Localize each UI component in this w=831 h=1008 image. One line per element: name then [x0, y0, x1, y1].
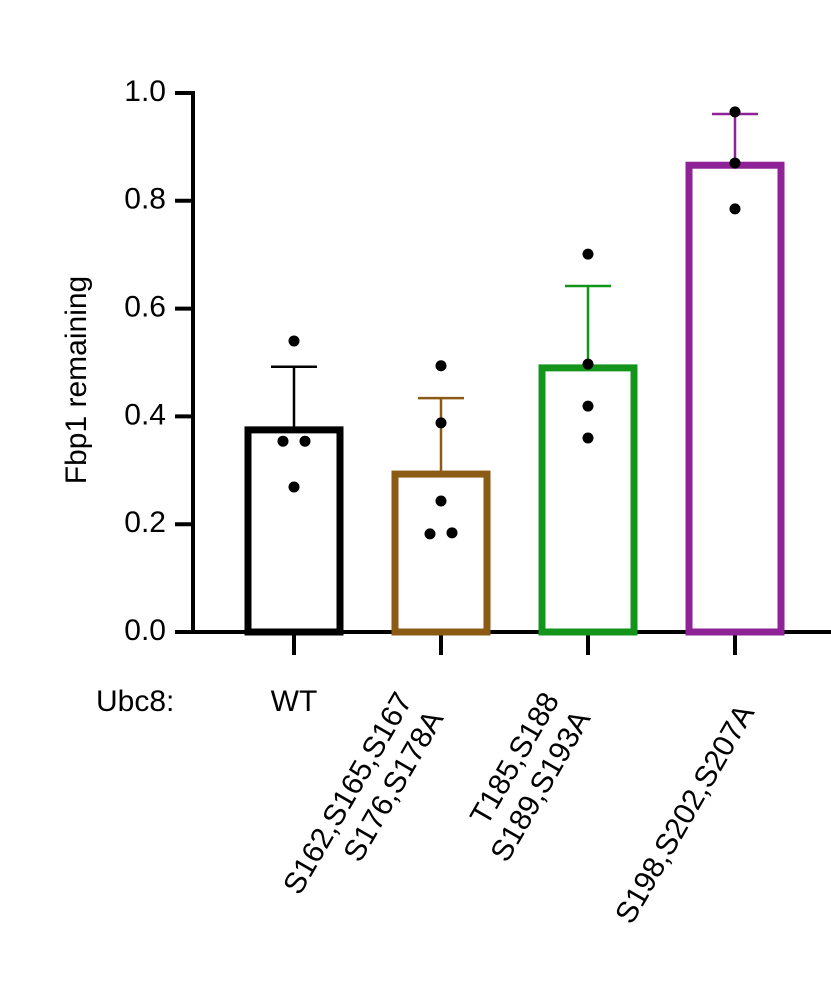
y-tick-label: 1.0	[124, 75, 166, 108]
data-point	[299, 435, 311, 447]
data-point	[435, 495, 447, 507]
y-tick-label: 0.8	[124, 183, 166, 216]
data-point	[729, 106, 741, 118]
y-tick-label: 0.2	[124, 506, 166, 539]
x-tick-label-group: S198,S202,S207A	[609, 699, 761, 929]
data-point	[288, 335, 300, 347]
data-point	[729, 157, 741, 169]
data-point	[424, 528, 436, 540]
y-tick-label: 0.6	[124, 291, 166, 324]
data-point	[446, 527, 458, 539]
bar	[244, 426, 344, 636]
data-point	[582, 432, 594, 444]
data-point	[288, 481, 300, 493]
x-tick-label: S198,S202,S207A	[609, 699, 761, 929]
x-prefix-label: Ubc8:	[96, 685, 174, 718]
y-axis-label: Fbp1 remaining	[60, 276, 93, 484]
data-point	[729, 203, 741, 215]
data-point	[582, 400, 594, 412]
data-point	[277, 435, 289, 447]
y-tick-label: 0.4	[124, 398, 166, 431]
data-point	[582, 248, 594, 260]
data-point	[435, 417, 447, 429]
y-tick-label: 0.0	[124, 614, 166, 647]
data-point	[435, 360, 447, 372]
data-point	[582, 358, 594, 370]
bar	[685, 161, 785, 636]
bar	[391, 470, 491, 636]
x-tick-label: WT	[271, 685, 318, 718]
